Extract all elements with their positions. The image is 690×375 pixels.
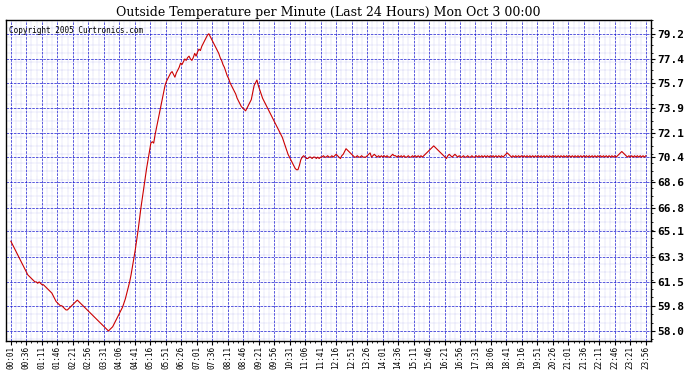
- Text: Copyright 2005 Curtronics.com: Copyright 2005 Curtronics.com: [10, 26, 144, 35]
- Title: Outside Temperature per Minute (Last 24 Hours) Mon Oct 3 00:00: Outside Temperature per Minute (Last 24 …: [116, 6, 540, 18]
